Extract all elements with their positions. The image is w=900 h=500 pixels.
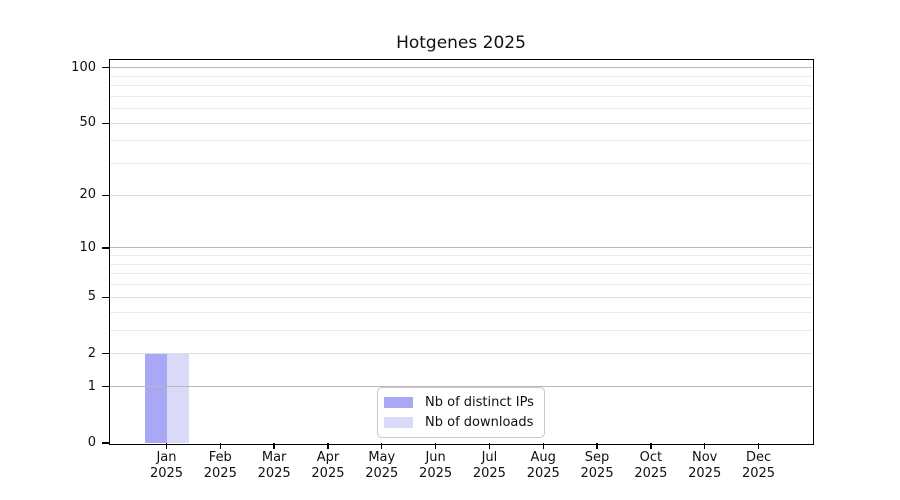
plot-area: Nb of distinct IPs Nb of downloads [108,58,814,445]
x-tick-month: Feb [208,450,232,465]
legend: Nb of distinct IPs Nb of downloads [377,387,545,438]
x-tick-year: 2025 [580,466,614,481]
y-tick-label: 50 [79,115,96,131]
x-tick-month: May [368,450,396,465]
y-tick-label: 20 [79,187,96,203]
gridline-major [110,353,812,355]
y-tick-mark [102,385,110,388]
x-tick-year: 2025 [526,466,560,481]
y-tick-mark [102,66,110,69]
x-tick-mark [434,443,437,449]
gridline-decade [110,67,812,69]
x-tick-label: Feb 2025 [188,450,252,482]
gridline-major [110,122,812,124]
gridline-major [110,194,812,196]
y-tick-mark [102,247,110,249]
x-tick-month: Apr [316,450,340,465]
gridline-minor [110,311,812,313]
y-tick-mark [102,122,110,124]
gridline-decade [110,247,812,249]
x-tick-year: 2025 [365,466,399,481]
legend-label-distinct-ips: Nb of distinct IPs [425,395,534,410]
x-tick-month: Jul [481,450,498,465]
x-tick-label: Oct 2025 [619,450,683,482]
x-tick-month: Aug [530,450,556,465]
x-tick-label: Jul 2025 [457,450,521,482]
y-tick-label: 0 [87,435,96,450]
x-tick-label: Aug 2025 [511,450,575,482]
gridline-minor [110,284,812,286]
x-tick-year: 2025 [419,466,453,481]
y-tick-label: 1 [87,378,96,394]
legend-label-downloads: Nb of downloads [425,415,534,430]
x-tick-month: Mar [261,450,287,465]
chart-title: Hotgenes 2025 [396,33,526,53]
x-tick-mark [757,443,760,449]
x-tick-year: 2025 [741,466,776,481]
x-tick-label: Nov 2025 [673,450,737,482]
x-tick-year: 2025 [203,466,237,481]
y-tick-mark [102,296,110,298]
gridline-minor [110,85,812,87]
x-tick-month: Jan [156,450,177,465]
gridline-minor [110,95,812,97]
y-tick-label: 100 [71,59,96,75]
x-tick-label: Apr 2025 [296,450,360,482]
x-tick-mark [596,443,598,449]
legend-item-downloads: Nb of downloads [384,415,534,430]
gridline-minor [110,255,812,257]
x-tick-mark [542,443,544,449]
legend-swatch-downloads [384,417,413,428]
x-tick-month: Nov [692,450,718,465]
legend-item-distinct-ips: Nb of distinct IPs [384,395,534,410]
x-tick-mark [381,443,383,449]
x-tick-year: 2025 [634,466,668,481]
x-tick-label: Sep 2025 [565,450,629,482]
x-tick-year: 2025 [257,466,291,481]
x-tick-year: 2025 [472,466,506,481]
x-tick-month: Sep [584,450,610,465]
legend-swatch-distinct-ips [384,397,413,408]
gridline-minor [110,163,812,165]
y-tick-label: 2 [87,345,96,361]
bar-nb-of-distinct-ips-jan [144,353,167,443]
x-tick-mark [327,443,329,449]
x-tick-mark [488,443,491,449]
gridline-minor [110,329,812,331]
x-tick-label: Jan 2025 [135,450,199,482]
y-tick-label: 5 [87,289,96,305]
gridline-minor [110,108,812,110]
y-tick-mark [102,442,110,444]
gridline-minor [110,75,812,77]
y-tick-mark [102,194,110,197]
x-tick-year: 2025 [311,466,345,481]
x-tick-mark [650,443,652,449]
bar-nb-of-downloads-jan [166,353,189,443]
gridline-decade [110,386,812,388]
x-tick-year: 2025 [149,466,184,481]
gridline-major [110,296,812,298]
x-tick-mark [273,443,275,449]
gridline-minor [110,273,812,275]
x-tick-label: May 2025 [350,450,414,482]
x-tick-month: Oct [639,450,663,465]
y-tick-label: 10 [79,239,96,255]
x-tick-month: Jun [425,450,446,465]
x-tick-mark [165,443,168,449]
x-tick-month: Dec [745,450,772,465]
gridline-minor [110,263,812,265]
x-tick-year: 2025 [688,466,722,481]
y-tick-mark [102,352,110,355]
x-tick-label: Mar 2025 [242,450,306,482]
gridline-minor [110,140,812,142]
x-tick-label: Dec 2025 [727,450,791,482]
x-tick-mark [219,443,221,449]
x-tick-label: Jun 2025 [404,450,468,482]
x-tick-mark [704,443,706,449]
